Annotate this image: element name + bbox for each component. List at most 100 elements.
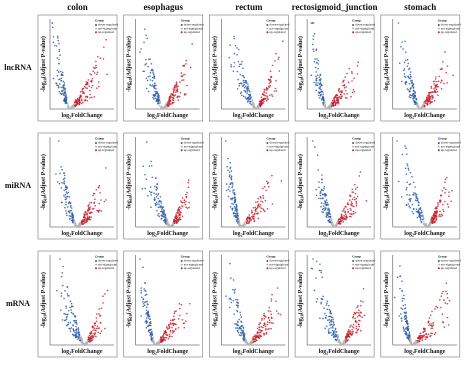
point — [149, 84, 151, 86]
label-part: log — [319, 113, 327, 119]
point — [418, 107, 421, 110]
point — [340, 97, 342, 100]
point — [268, 306, 271, 309]
point — [168, 101, 170, 104]
point — [347, 211, 349, 213]
legend-swatch — [352, 142, 355, 144]
point — [405, 188, 408, 191]
point — [240, 334, 243, 336]
point — [181, 79, 183, 82]
point — [444, 178, 447, 181]
point — [252, 214, 254, 216]
legend-swatch — [180, 149, 183, 152]
point — [173, 218, 176, 221]
label-part: log — [233, 349, 241, 355]
point — [416, 337, 419, 339]
point — [145, 322, 148, 325]
point — [327, 215, 330, 218]
point — [446, 203, 449, 205]
point — [180, 72, 183, 74]
point — [81, 88, 83, 91]
column-header: colon — [67, 2, 88, 12]
point — [98, 85, 100, 88]
point — [243, 86, 246, 89]
legend-label: down-regulated — [441, 141, 461, 145]
point — [241, 74, 244, 77]
label-part: log — [61, 231, 69, 237]
point — [445, 282, 448, 285]
point — [90, 96, 93, 99]
point — [68, 327, 70, 330]
legend-swatch — [266, 27, 269, 30]
point — [271, 293, 273, 296]
point — [233, 206, 236, 208]
point — [66, 206, 69, 208]
legend-label: down-regulated — [355, 23, 375, 27]
point — [410, 340, 412, 343]
point — [244, 80, 247, 82]
point — [440, 194, 442, 197]
point — [75, 328, 78, 331]
label-part: (Adjust P-value) — [212, 36, 219, 78]
legend-swatch — [180, 267, 183, 270]
point — [240, 91, 243, 94]
legend-label: up-regulated — [355, 266, 372, 270]
point — [239, 82, 242, 85]
point — [254, 212, 256, 215]
point — [262, 314, 265, 317]
legend-swatch — [352, 145, 355, 148]
point — [229, 306, 231, 309]
point — [433, 213, 435, 216]
point — [354, 319, 357, 322]
panel: -log10(Adjust P-value)log2FoldChangeGrou… — [294, 250, 376, 358]
point — [451, 189, 453, 192]
point — [426, 335, 428, 338]
point — [408, 198, 411, 200]
label-part: FoldChange — [71, 113, 103, 119]
point — [401, 308, 404, 310]
point — [144, 294, 147, 296]
point — [450, 200, 453, 203]
point — [62, 99, 65, 102]
point — [233, 65, 235, 68]
point — [352, 313, 355, 316]
point — [176, 88, 179, 90]
point — [241, 85, 244, 87]
y_label-axis-label: -log10(Adjust P-value) — [212, 272, 219, 328]
point — [75, 331, 78, 334]
point — [312, 258, 314, 260]
point — [88, 216, 91, 219]
point — [342, 341, 345, 343]
point — [331, 329, 334, 332]
point — [140, 315, 142, 317]
point — [96, 71, 99, 74]
point — [69, 206, 72, 208]
point — [178, 216, 181, 219]
point — [174, 310, 176, 313]
point — [344, 205, 347, 208]
point — [86, 81, 89, 84]
point — [105, 199, 107, 201]
panel: -log10(Adjust P-value)log2FoldChangeGrou… — [123, 14, 204, 122]
column-header: rectum — [235, 2, 263, 12]
point — [156, 341, 159, 344]
point — [236, 327, 239, 329]
legend-swatch — [95, 24, 97, 26]
point — [405, 147, 407, 150]
point — [412, 96, 414, 98]
point — [151, 334, 153, 336]
point — [153, 192, 155, 195]
point — [230, 64, 232, 66]
point — [89, 93, 91, 96]
point — [268, 321, 271, 324]
point — [60, 275, 63, 278]
point — [443, 299, 445, 301]
point — [428, 323, 431, 325]
point — [78, 334, 80, 336]
point — [166, 104, 168, 106]
point — [408, 331, 411, 333]
point — [234, 288, 236, 291]
point — [175, 89, 178, 92]
point — [60, 80, 62, 82]
point — [94, 329, 96, 331]
